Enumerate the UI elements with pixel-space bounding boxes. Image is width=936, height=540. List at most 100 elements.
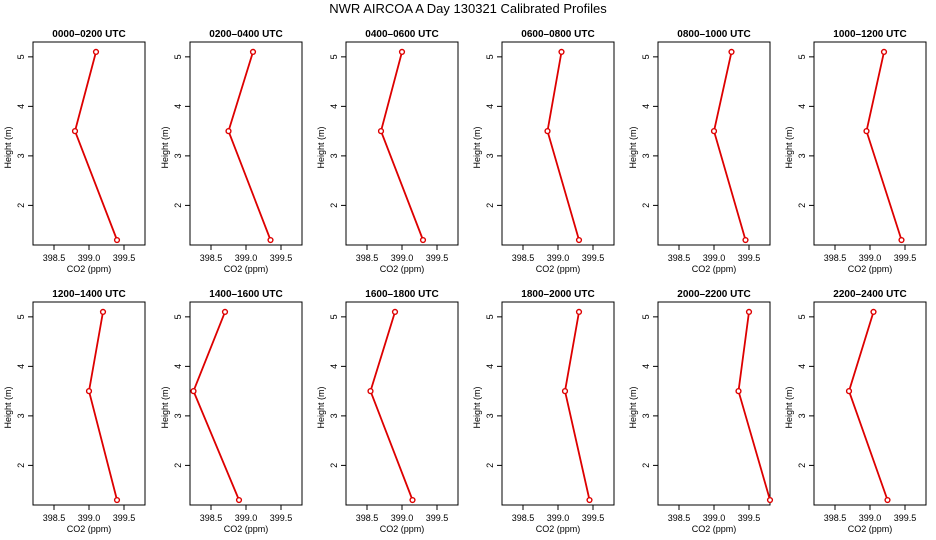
panel-title: 1800–2000 UTC [521,289,594,300]
y-tick-label: 3 [173,153,183,158]
y-tick-label: 4 [641,104,651,109]
y-tick-label: 5 [329,54,339,59]
y-tick-label: 5 [329,314,339,319]
data-point [898,236,905,244]
data-point [71,128,79,135]
x-tick-label: 399.5 [894,513,917,523]
x-tick-label: 399.5 [270,253,293,263]
data-point [561,388,569,395]
data-point [367,388,374,395]
y-tick-label: 5 [641,54,651,59]
y-axis-label: Height (m) [628,386,638,428]
x-tick-label: 399.0 [391,253,414,263]
y-tick-label: 3 [173,413,183,418]
x-tick-label: 399.0 [78,253,101,263]
panel-title: 1400–1600 UTC [209,289,282,300]
x-axis-label: CO2 (ppm) [224,524,269,534]
series-line [737,311,771,501]
x-tick-label: 399.5 [738,513,761,523]
data-point [884,496,891,504]
y-tick-label: 2 [485,203,495,208]
data-point [267,236,274,244]
x-axis-label: CO2 (ppm) [536,264,581,274]
y-tick-label: 4 [485,104,495,109]
plot-frame [813,301,927,506]
y-tick-label: 4 [16,104,26,109]
y-tick-label: 4 [641,364,651,369]
x-tick-label: 398.5 [824,513,847,523]
y-axis-label: Height (m) [628,126,638,168]
y-tick-label: 5 [797,314,807,319]
data-point [575,236,583,244]
data-point [575,308,583,316]
panel-title: 0200–0400 UTC [209,29,282,40]
plot-frame [32,41,146,246]
data-point [558,48,565,56]
y-tick-label: 2 [797,203,807,208]
series-line [227,51,272,241]
data-point [880,48,888,56]
data-point [391,308,399,316]
series-line [380,51,424,241]
x-tick-label: 399.0 [859,513,882,523]
plot-frame [189,301,303,506]
y-tick-label: 4 [797,104,807,109]
y-axis-label: Height (m) [784,126,794,168]
data-point [235,496,243,504]
x-tick-label: 399.5 [426,513,449,523]
y-tick-label: 4 [173,364,183,369]
data-point [728,48,735,56]
x-tick-label: 399.0 [547,253,570,263]
y-tick-label: 3 [329,153,339,158]
y-tick-label: 5 [173,314,183,319]
x-axis-label: CO2 (ppm) [67,264,112,274]
panel-title: 1000–1200 UTC [833,29,906,40]
panel-title: 1200–1400 UTC [52,289,125,300]
x-tick-label: 399.0 [391,513,414,523]
x-tick-label: 398.5 [668,513,691,523]
series-line [564,311,591,501]
plot-frame [657,41,771,246]
plot-frame [657,301,771,506]
data-point [92,48,100,56]
y-tick-label: 2 [329,203,339,208]
y-tick-label: 5 [16,314,26,319]
y-tick-label: 4 [16,364,26,369]
data-point [766,496,774,504]
y-tick-label: 5 [173,54,183,59]
y-tick-label: 5 [797,54,807,59]
data-point [225,128,232,135]
x-tick-label: 398.5 [356,253,379,263]
y-tick-label: 4 [173,104,183,109]
y-tick-label: 4 [329,364,339,369]
y-tick-label: 3 [797,413,807,418]
panel-title: 0000–0200 UTC [52,29,125,40]
y-tick-label: 5 [485,314,495,319]
x-tick-label: 399.5 [582,513,605,523]
data-point [99,308,107,316]
data-point [398,48,406,56]
data-point [409,496,416,504]
y-tick-label: 3 [641,153,651,158]
x-axis-label: CO2 (ppm) [692,524,737,534]
panel-title: 2200–2400 UTC [833,289,906,300]
x-axis-label: CO2 (ppm) [380,524,425,534]
y-tick-label: 4 [797,364,807,369]
x-tick-label: 399.0 [859,253,882,263]
x-axis-label: CO2 (ppm) [224,264,269,274]
y-tick-label: 2 [641,463,651,468]
data-point [863,128,870,135]
y-tick-label: 3 [485,153,495,158]
series-line [88,311,118,501]
x-axis-label: CO2 (ppm) [380,264,425,274]
y-axis-label: Height (m) [472,386,482,428]
x-tick-label: 399.0 [703,253,726,263]
